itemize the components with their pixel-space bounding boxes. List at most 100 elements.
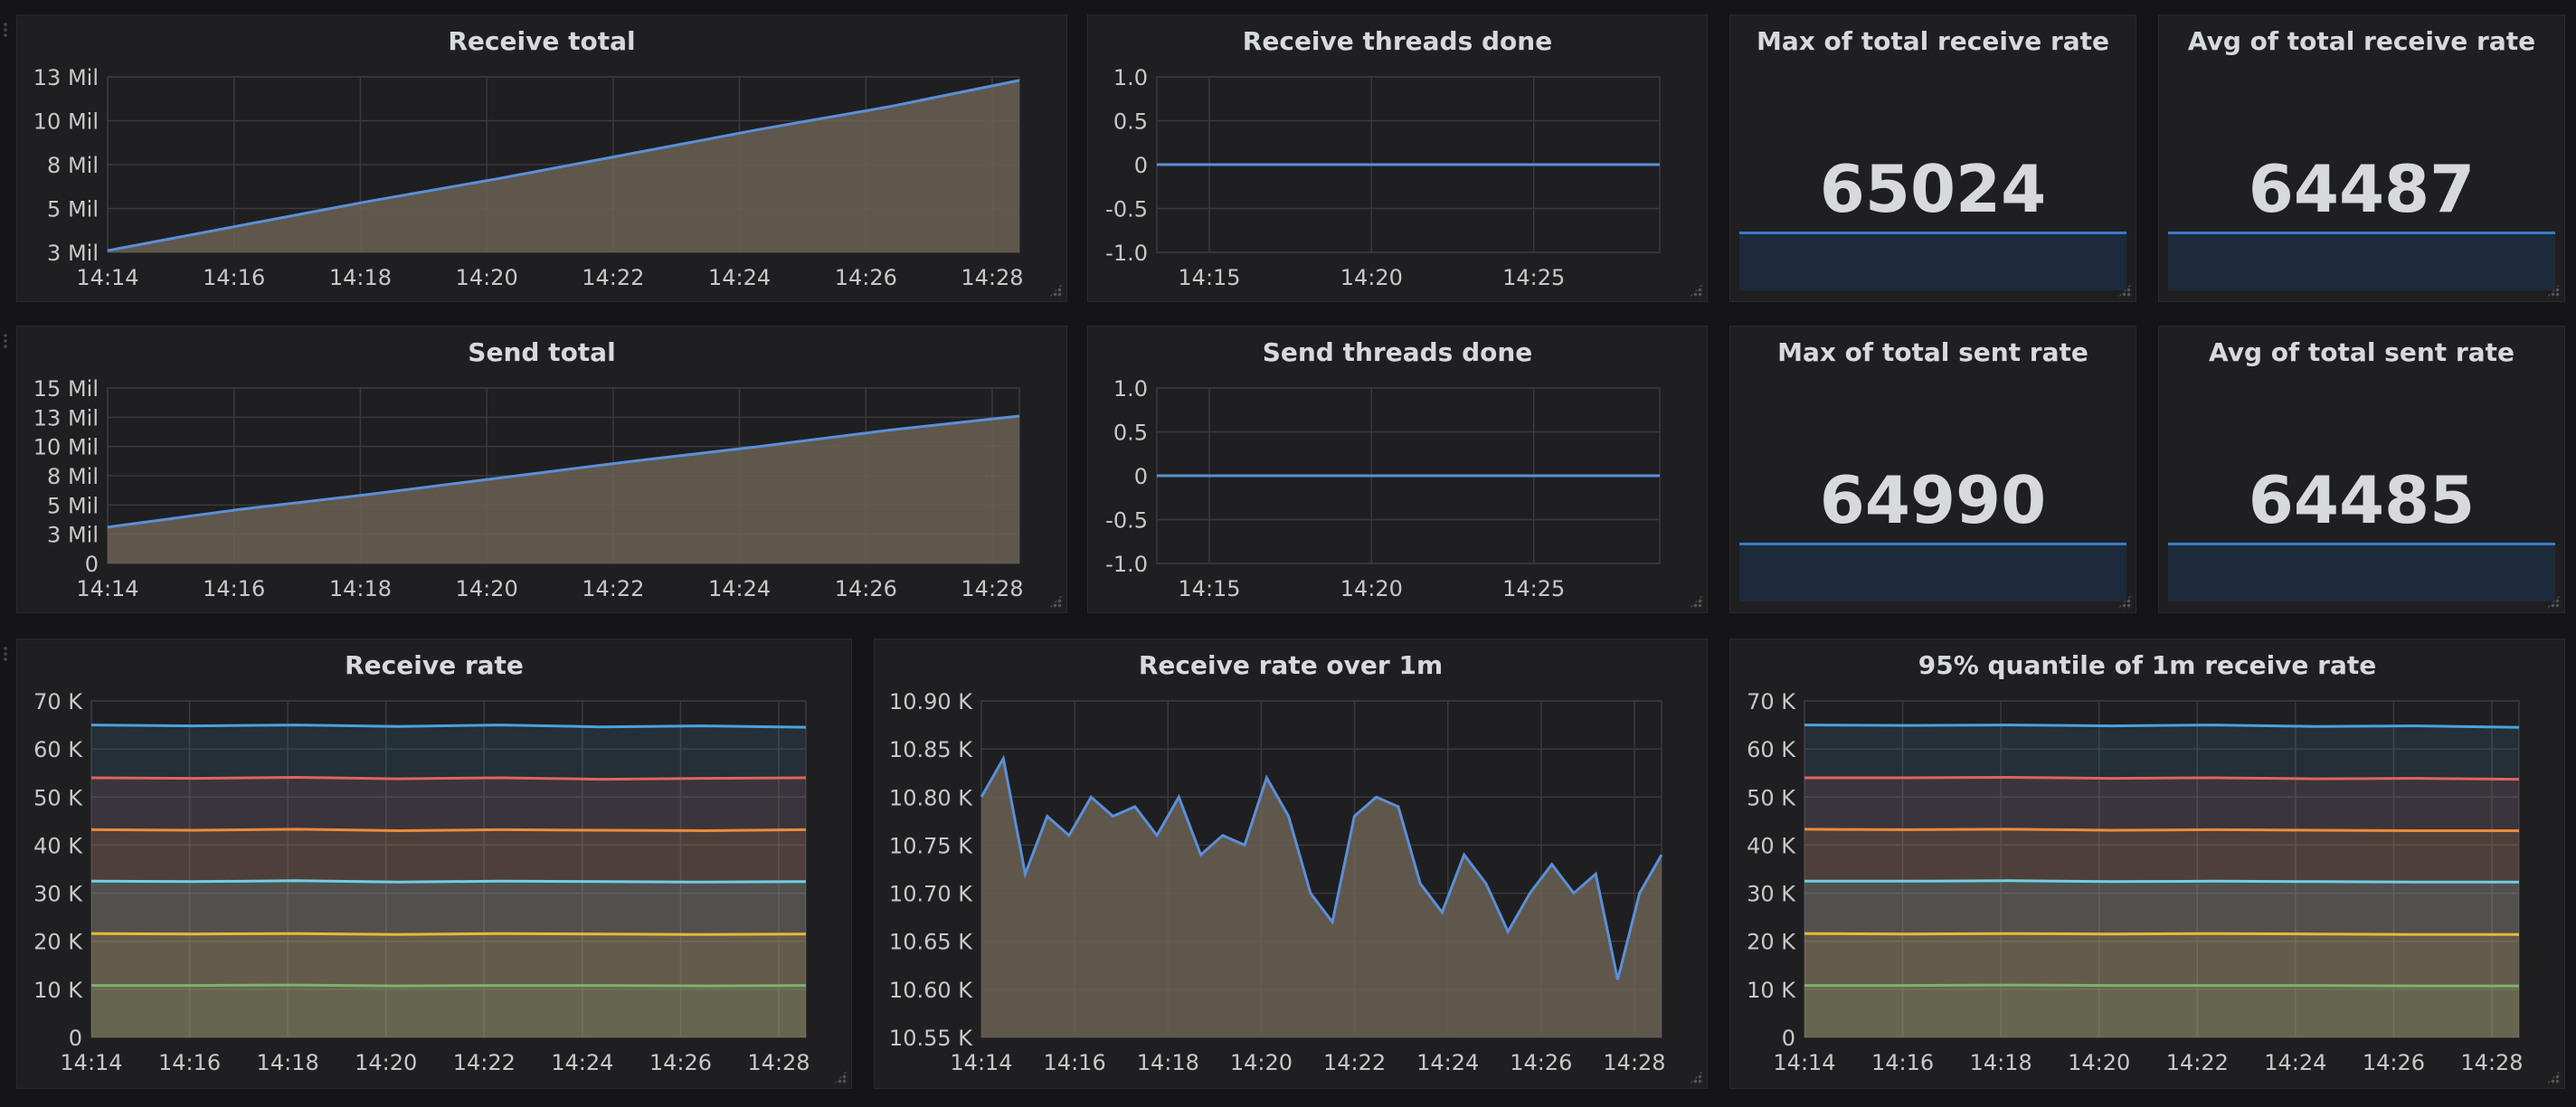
x-tick-label: 14:14 <box>950 1050 1012 1075</box>
panel-receive-rate-1m: Receive rate over 1m 10.55 K 10.60 K 10.65… <box>874 639 1708 1089</box>
y-tick-label: -0.5 <box>1105 508 1148 534</box>
panel-title[interactable]: Receive threads done <box>1242 26 1553 56</box>
series-area <box>108 416 1019 563</box>
sparkline <box>1739 543 2126 601</box>
series-line <box>1804 879 2519 884</box>
series-area <box>1804 777 2519 1037</box>
panel-title[interactable]: Max of total sent rate <box>1777 337 2088 367</box>
panel-title[interactable]: Receive rate <box>345 650 524 680</box>
y-tick-label: 0.5 <box>1113 109 1148 135</box>
y-tick-label: 10.55 K <box>889 1026 973 1051</box>
series-line <box>1804 775 2520 781</box>
x-tick-label: 14:14 <box>76 576 138 601</box>
panel-title[interactable]: Avg of total receive rate <box>2187 26 2536 56</box>
x-tick-label: 14:16 <box>203 576 265 601</box>
x-tick-label: 14:18 <box>1137 1050 1199 1075</box>
panel-title[interactable]: Send threads done <box>1262 337 1533 367</box>
row-drag-handle[interactable] <box>3 646 8 662</box>
y-tick-label: 60 K <box>33 737 83 762</box>
series-line <box>1804 724 2520 729</box>
x-tick-label: 14:14 <box>76 265 138 290</box>
send-threads-chart: -1.0 -0.5 0 0.5 1.0 14:15 14:20 14:25 <box>1105 376 1661 601</box>
y-tick-label: 70 K <box>1747 689 1796 714</box>
x-tick-label: 14:25 <box>1502 576 1565 601</box>
y-tick-label: 30 K <box>33 882 83 907</box>
y-tick-label: -0.5 <box>1105 197 1148 222</box>
y-tick-label: 0.5 <box>1113 421 1148 446</box>
y-tick-label: 0 <box>1134 464 1148 489</box>
series-area <box>91 880 806 1037</box>
stat-value: 64485 <box>2248 462 2476 538</box>
y-tick-label: 10.65 K <box>889 930 973 955</box>
panel-send-threads: Send threads done -1.0 -0.5 0 0.5 1.0 14:15 14… <box>1087 326 1708 613</box>
series-line <box>90 879 807 884</box>
sparkline <box>1739 232 2126 290</box>
x-tick-label: 14:20 <box>355 1050 417 1075</box>
y-tick-label: 15 Mil <box>33 376 99 402</box>
panel-max-sent: Max of total sent rate 64990 <box>1729 326 2136 613</box>
panel-title[interactable]: Avg of total sent rate <box>2209 337 2514 367</box>
sparkline <box>2168 232 2555 290</box>
x-tick-label: 14:26 <box>835 576 897 601</box>
y-tick-label: 50 K <box>1747 785 1796 810</box>
x-tick-label: 14:20 <box>1340 265 1403 290</box>
x-tick-label: 14:24 <box>1416 1050 1479 1075</box>
x-tick-label: 14:20 <box>456 576 518 601</box>
series-line <box>1804 828 2519 832</box>
panel-title[interactable]: Receive rate over 1m <box>1138 650 1444 680</box>
x-tick-label: 14:18 <box>257 1050 319 1075</box>
panel-send-total: Send total 0 3 Mil 5 Mil 8 Mil 10 Mil 13 Mil 1… <box>16 326 1067 613</box>
y-tick-label: 8 Mil <box>47 153 99 178</box>
panel-max-receive: Max of total receive rate 65024 <box>1729 14 2136 302</box>
series-area <box>91 777 806 1037</box>
x-tick-label: 14:28 <box>2460 1050 2523 1075</box>
x-tick-label: 14:22 <box>582 265 644 290</box>
panel-title[interactable]: Max of total receive rate <box>1756 26 2110 56</box>
x-tick-label: 14:28 <box>961 576 1023 601</box>
y-tick-label: 3 Mil <box>47 523 99 548</box>
send-total-chart: 0 3 Mil 5 Mil 8 Mil 10 Mil 13 Mil 15 Mil 14:14 1… <box>33 376 1024 601</box>
panel-avg-receive: Avg of total receive rate 64487 <box>2158 14 2565 302</box>
x-tick-label: 14:22 <box>2166 1050 2229 1075</box>
y-tick-label: 30 K <box>1747 882 1796 907</box>
y-tick-label: 10.85 K <box>889 737 973 762</box>
x-tick-label: 14:14 <box>60 1050 122 1075</box>
series-line <box>107 79 1020 252</box>
x-tick-label: 14:20 <box>1230 1050 1293 1075</box>
x-tick-label: 14:24 <box>551 1050 613 1075</box>
y-tick-label: 10 K <box>1747 978 1796 1003</box>
row-drag-handle[interactable] <box>3 333 8 349</box>
series-line <box>91 983 807 988</box>
y-tick-label: 8 Mil <box>47 464 99 489</box>
series-area <box>1804 880 2519 1037</box>
receive-total-chart: 3 Mil 5 Mil 8 Mil 10 Mil 13 Mil 14:14 14:16 14:… <box>33 65 1024 290</box>
panel-title[interactable]: 95% quantile of 1m receive rate <box>1918 650 2377 680</box>
x-tick-label: 14:24 <box>708 265 771 290</box>
y-tick-label: 0 <box>1134 153 1148 178</box>
y-tick-label: 10.75 K <box>889 833 973 858</box>
series-line <box>90 724 807 729</box>
stat-value: 64487 <box>2248 151 2476 227</box>
panel-title[interactable]: Receive total <box>448 26 636 56</box>
x-tick-label: 14:24 <box>2264 1050 2326 1075</box>
y-tick-label: -1.0 <box>1105 241 1148 266</box>
x-tick-label: 14:15 <box>1178 265 1240 290</box>
row-drag-handle[interactable] <box>3 22 8 38</box>
x-tick-label: 14:14 <box>1773 1050 1835 1075</box>
x-tick-label: 14:16 <box>158 1050 221 1075</box>
series-line <box>1804 932 2519 936</box>
y-tick-label: 40 K <box>33 833 83 858</box>
y-tick-label: 13 Mil <box>33 65 99 90</box>
y-tick-label: 50 K <box>33 785 83 810</box>
series-line <box>980 754 1663 980</box>
y-tick-label: 10.80 K <box>889 785 973 810</box>
x-tick-label: 14:18 <box>329 576 392 601</box>
y-tick-label: 20 K <box>33 930 83 955</box>
y-tick-label: 60 K <box>1747 737 1796 762</box>
x-tick-label: 14:18 <box>1970 1050 2032 1075</box>
sparkline <box>2168 543 2555 601</box>
panel-title[interactable]: Send total <box>468 337 616 367</box>
x-tick-label: 14:26 <box>649 1050 712 1075</box>
panel-receive-total: Receive total 3 Mil 5 Mil 8 Mil 10 Mil 13 Mi… <box>16 14 1067 302</box>
x-tick-label: 14:16 <box>203 265 265 290</box>
